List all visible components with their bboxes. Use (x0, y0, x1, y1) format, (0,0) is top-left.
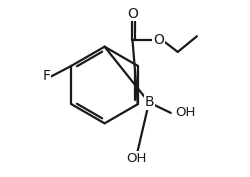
Text: B: B (144, 95, 153, 109)
Text: OH: OH (125, 152, 146, 165)
Text: O: O (152, 33, 164, 47)
Text: O: O (126, 7, 137, 21)
Text: F: F (42, 69, 50, 83)
Text: OH: OH (174, 106, 195, 119)
